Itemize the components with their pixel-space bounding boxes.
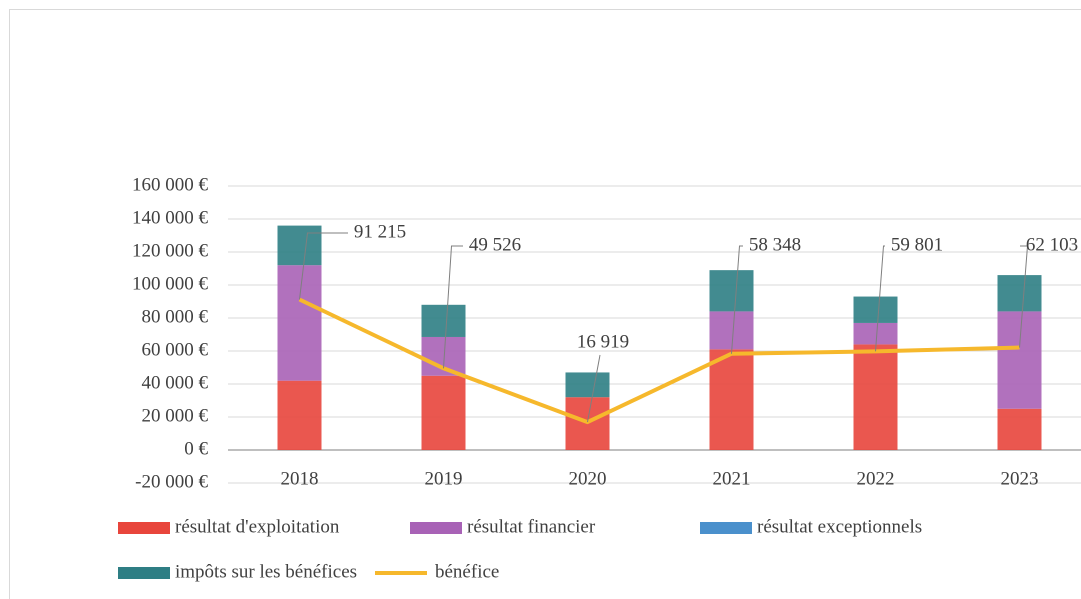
y-tick-label: 120 000 € bbox=[132, 240, 209, 261]
bar-segment bbox=[853, 344, 898, 450]
legend-swatch bbox=[118, 522, 170, 534]
legend-swatch bbox=[118, 567, 170, 579]
leader-line bbox=[587, 354, 601, 423]
bar-segment bbox=[997, 275, 1042, 312]
chart-frame bbox=[9, 9, 1081, 599]
leader-line bbox=[875, 245, 885, 352]
data-label: 58 348 bbox=[749, 234, 801, 255]
bar-segment bbox=[277, 265, 322, 381]
data-label: 59 801 bbox=[891, 234, 943, 255]
bar-segment bbox=[277, 380, 322, 450]
y-tick-label: 160 000 € bbox=[132, 174, 209, 195]
legend-label: résultat exceptionnels bbox=[757, 516, 922, 537]
data-label: 49 526 bbox=[469, 234, 521, 255]
x-tick-label: 2018 bbox=[281, 468, 319, 489]
legend-label: bénéfice bbox=[435, 561, 499, 582]
bar-segment bbox=[421, 375, 466, 450]
y-tick-label: 40 000 € bbox=[142, 372, 209, 393]
bar-segment bbox=[853, 322, 898, 345]
bar-segment bbox=[709, 270, 754, 312]
legend-label: impôts sur les bénéfices bbox=[175, 561, 357, 582]
y-tick-label: 60 000 € bbox=[142, 339, 209, 360]
line bbox=[298, 297, 1020, 425]
y-tick-label: -20 000 € bbox=[135, 471, 208, 492]
data-label: 16 919 bbox=[577, 331, 629, 352]
bar-segment bbox=[421, 304, 466, 337]
y-tick-label: 140 000 € bbox=[132, 207, 209, 228]
leader-line bbox=[1019, 245, 1029, 348]
leader-line bbox=[299, 232, 348, 300]
legend-swatch bbox=[410, 522, 462, 534]
legend-swatch bbox=[700, 522, 752, 534]
bar-segment bbox=[709, 311, 754, 350]
bar-segment bbox=[997, 408, 1042, 450]
bar-segment bbox=[565, 372, 610, 398]
x-tick-label: 2023 bbox=[1001, 468, 1039, 489]
leader-line bbox=[731, 245, 743, 354]
y-tick-label: 80 000 € bbox=[142, 306, 209, 327]
legend-label: résultat financier bbox=[467, 516, 596, 537]
x-tick-label: 2022 bbox=[857, 468, 895, 489]
x-tick-label: 2021 bbox=[713, 468, 751, 489]
data-label: 91 215 bbox=[354, 221, 406, 242]
bar-segment bbox=[997, 311, 1042, 409]
bar-segment bbox=[709, 349, 754, 450]
data-label: 62 103 bbox=[1026, 234, 1078, 255]
y-tick-label: 20 000 € bbox=[142, 405, 209, 426]
legend-label: résultat d'exploitation bbox=[175, 516, 340, 537]
x-tick-label: 2019 bbox=[425, 468, 463, 489]
bar-segment bbox=[277, 225, 322, 266]
bar-segment bbox=[853, 296, 898, 323]
x-tick-label: 2020 bbox=[569, 468, 607, 489]
leader-line bbox=[443, 245, 463, 369]
y-tick-label: 0 € bbox=[184, 438, 208, 459]
y-tick-label: 100 000 € bbox=[132, 273, 209, 294]
